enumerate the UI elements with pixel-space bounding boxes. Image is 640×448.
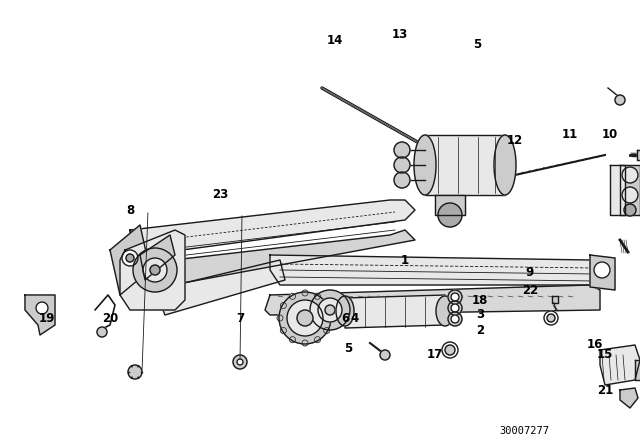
Circle shape: [445, 345, 455, 355]
Circle shape: [394, 172, 410, 188]
Polygon shape: [270, 255, 600, 285]
Circle shape: [622, 167, 638, 183]
Text: 12: 12: [507, 134, 523, 146]
Circle shape: [324, 302, 330, 309]
Circle shape: [150, 265, 160, 275]
Circle shape: [622, 187, 638, 203]
Text: 2: 2: [476, 323, 484, 336]
Circle shape: [126, 254, 134, 262]
Circle shape: [233, 355, 247, 369]
Polygon shape: [155, 260, 285, 315]
Polygon shape: [110, 225, 150, 295]
Circle shape: [237, 359, 243, 365]
Text: 15: 15: [597, 349, 613, 362]
Text: 1: 1: [401, 254, 409, 267]
Circle shape: [442, 342, 458, 358]
Text: 4: 4: [351, 311, 359, 324]
Text: 23: 23: [212, 189, 228, 202]
Circle shape: [448, 301, 462, 315]
Text: 21: 21: [597, 383, 613, 396]
Polygon shape: [552, 296, 558, 303]
Circle shape: [97, 327, 107, 337]
Polygon shape: [345, 295, 445, 328]
Circle shape: [394, 142, 410, 158]
Text: 16: 16: [587, 339, 603, 352]
Text: 8: 8: [126, 203, 134, 216]
Polygon shape: [140, 235, 175, 280]
Text: 7: 7: [236, 311, 244, 324]
Polygon shape: [120, 230, 185, 310]
Circle shape: [280, 302, 286, 309]
Circle shape: [448, 312, 462, 326]
Circle shape: [451, 315, 459, 323]
Circle shape: [394, 157, 410, 173]
Circle shape: [314, 336, 321, 343]
Polygon shape: [435, 195, 465, 215]
Text: 19: 19: [39, 311, 55, 324]
Text: 30007277: 30007277: [500, 426, 550, 436]
Circle shape: [380, 350, 390, 360]
Circle shape: [451, 304, 459, 312]
Polygon shape: [610, 165, 625, 215]
Circle shape: [297, 310, 313, 326]
Polygon shape: [130, 200, 415, 255]
Text: 5: 5: [473, 39, 481, 52]
Ellipse shape: [494, 135, 516, 195]
Text: 20: 20: [102, 311, 118, 324]
Circle shape: [324, 327, 330, 333]
Circle shape: [287, 300, 323, 336]
Circle shape: [133, 248, 177, 292]
Text: 9: 9: [526, 267, 534, 280]
Circle shape: [327, 315, 333, 321]
Circle shape: [128, 365, 142, 379]
Circle shape: [280, 327, 286, 333]
Circle shape: [451, 293, 459, 301]
Circle shape: [594, 262, 610, 278]
Polygon shape: [425, 135, 505, 195]
Ellipse shape: [436, 296, 454, 326]
Circle shape: [448, 290, 462, 304]
Ellipse shape: [336, 296, 354, 326]
Circle shape: [544, 311, 558, 325]
Circle shape: [302, 290, 308, 296]
Polygon shape: [130, 230, 145, 290]
Text: 13: 13: [392, 29, 408, 42]
Text: 18: 18: [472, 293, 488, 306]
Circle shape: [289, 293, 296, 299]
Text: 10: 10: [602, 129, 618, 142]
Polygon shape: [600, 345, 640, 385]
Circle shape: [310, 290, 350, 330]
Polygon shape: [25, 295, 55, 335]
Text: 3: 3: [476, 309, 484, 322]
Text: 11: 11: [562, 129, 578, 142]
Polygon shape: [265, 285, 600, 315]
Text: 22: 22: [522, 284, 538, 297]
Circle shape: [624, 204, 636, 216]
Circle shape: [289, 336, 296, 343]
Ellipse shape: [414, 135, 436, 195]
Circle shape: [36, 302, 48, 314]
Text: 5: 5: [344, 341, 352, 354]
Text: 14: 14: [327, 34, 343, 47]
Circle shape: [547, 314, 555, 322]
Text: 17: 17: [427, 349, 443, 362]
Polygon shape: [637, 150, 640, 160]
Polygon shape: [620, 388, 638, 408]
Circle shape: [277, 315, 283, 321]
Polygon shape: [590, 255, 615, 290]
Circle shape: [318, 298, 342, 322]
Circle shape: [615, 95, 625, 105]
Polygon shape: [635, 360, 640, 380]
Circle shape: [279, 292, 331, 344]
Text: 6: 6: [341, 311, 349, 324]
Circle shape: [143, 258, 167, 282]
Circle shape: [325, 305, 335, 315]
Circle shape: [302, 340, 308, 346]
Circle shape: [438, 203, 462, 227]
Polygon shape: [130, 230, 415, 290]
Circle shape: [314, 293, 321, 299]
Polygon shape: [620, 165, 640, 215]
Circle shape: [122, 250, 138, 266]
